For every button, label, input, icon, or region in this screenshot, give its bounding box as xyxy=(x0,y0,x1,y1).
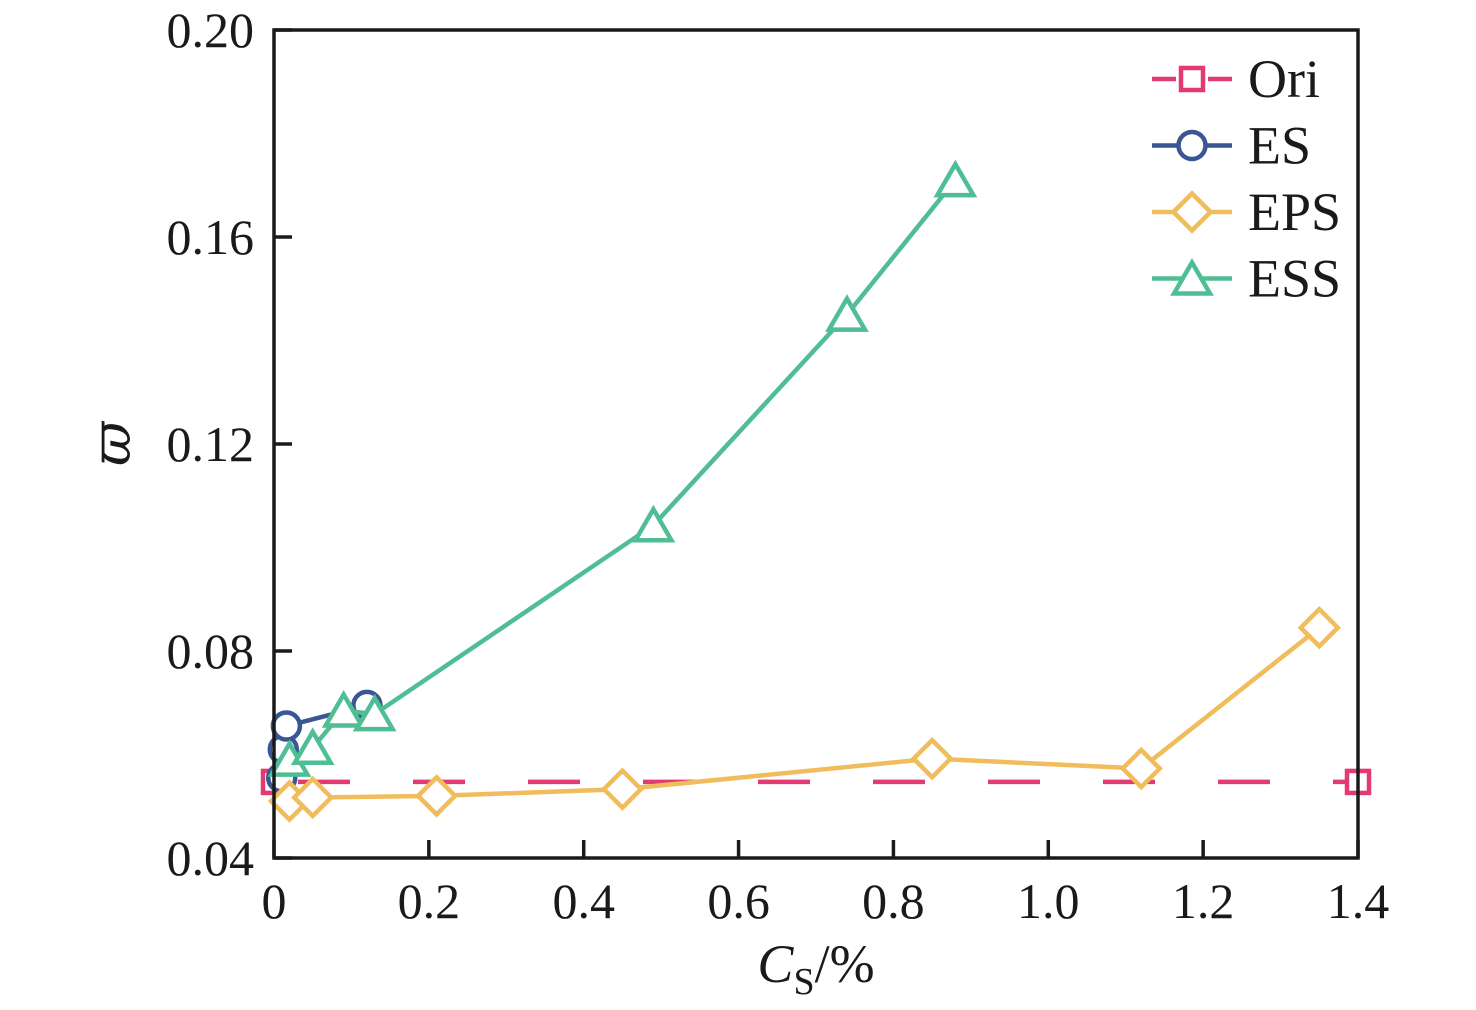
y-tick-label: 0.12 xyxy=(167,416,255,472)
y-tick-label: 0.04 xyxy=(167,830,255,886)
x-tick-label: 1.0 xyxy=(1017,873,1080,929)
legend-marker xyxy=(1178,65,1206,93)
series-EPS-marker xyxy=(600,767,645,811)
plot-frame xyxy=(272,28,1360,860)
series-ESS-marker xyxy=(631,504,676,543)
legend-item-Ori xyxy=(1152,65,1232,93)
legend-item-EPS xyxy=(1152,190,1232,234)
legend-label: EPS xyxy=(1248,182,1341,242)
legend-marker xyxy=(1170,190,1214,234)
legend-marker xyxy=(1176,129,1208,162)
legend-item-ESS xyxy=(1152,258,1232,296)
legend-label: ES xyxy=(1248,116,1311,176)
x-tick-label: 1.2 xyxy=(1172,873,1235,929)
y-tick-label: 0.16 xyxy=(167,209,255,265)
y-tick-label: 0.20 xyxy=(167,2,255,58)
x-tick-label: 1.4 xyxy=(1327,873,1390,929)
series-ESS-marker xyxy=(321,690,366,728)
legend-marker xyxy=(1170,258,1214,296)
x-tick-label: 0.6 xyxy=(707,873,770,929)
x-axis-label: CS/% xyxy=(757,934,874,1003)
series-ESS-marker xyxy=(352,693,397,732)
x-tick-label: 0 xyxy=(262,873,287,929)
legend-label: Ori xyxy=(1248,49,1320,109)
series-EPS-marker xyxy=(1297,606,1341,650)
x-tick-label: 0.2 xyxy=(398,873,461,929)
series-EPS-marker xyxy=(414,774,459,818)
series-EPS-marker xyxy=(291,775,335,820)
legend-item-ES xyxy=(1152,129,1232,162)
series-ESS-marker xyxy=(933,159,978,198)
x-tick-label: 0.8 xyxy=(862,873,925,929)
series-ESS-marker xyxy=(290,727,335,766)
series-ES-marker xyxy=(270,710,303,742)
series-EPS-marker xyxy=(1119,746,1163,791)
y-tick-label: 0.08 xyxy=(167,623,255,679)
y-axis-label: ϖ xyxy=(80,420,143,466)
x-tick-label: 0.4 xyxy=(552,873,615,929)
series-ESS-marker xyxy=(825,294,869,332)
series-EPS-marker xyxy=(910,736,954,781)
legend-label: ESS xyxy=(1248,249,1341,309)
